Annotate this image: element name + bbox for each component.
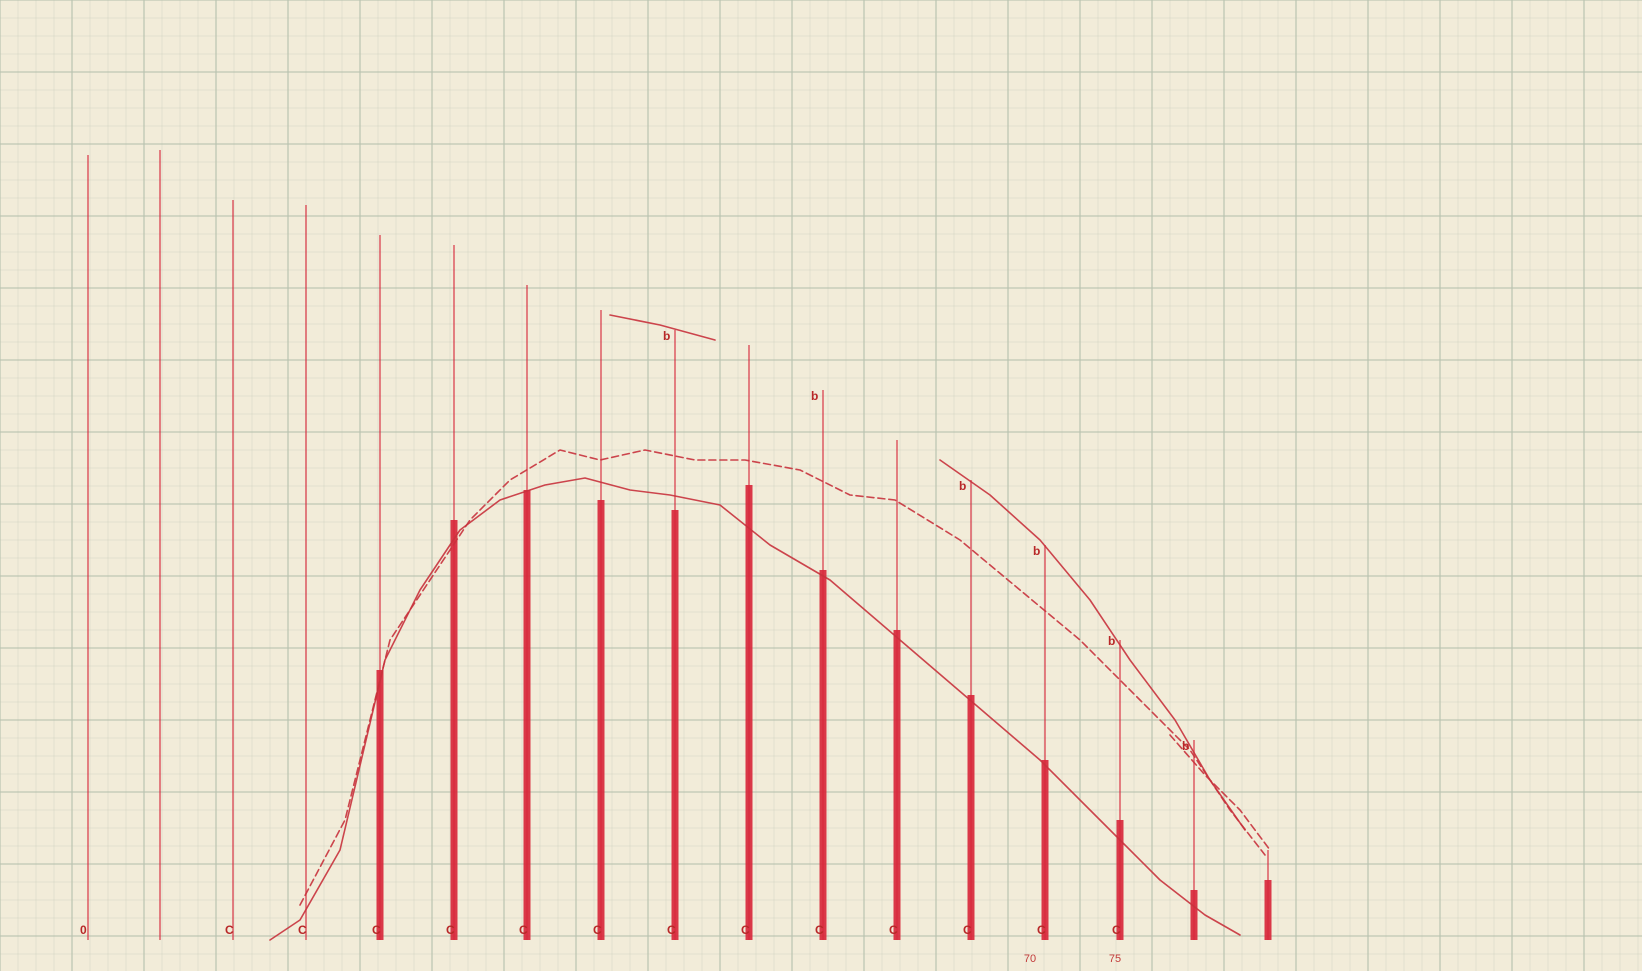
bar xyxy=(745,485,753,940)
bar-letter-label: 0 xyxy=(80,923,87,937)
bar-letter-label: C xyxy=(225,923,234,937)
bar xyxy=(671,510,679,940)
bar-marker-label: b xyxy=(663,329,670,343)
series-line xyxy=(1169,734,1271,851)
bar-marker-label: b xyxy=(1108,634,1115,648)
bar-marker-label: b xyxy=(811,389,818,403)
series-line xyxy=(299,449,1266,906)
bar xyxy=(376,670,384,940)
bar xyxy=(893,630,901,940)
x-tick-label: 70 xyxy=(1024,953,1036,965)
bar-letter-label: C xyxy=(298,923,307,937)
bars-layer: 0 C C C C C C C C C C C C C xyxy=(80,150,1272,940)
bar-letter-label: C xyxy=(667,923,676,937)
bar-marker-label: b xyxy=(959,479,966,493)
bar xyxy=(819,570,827,940)
bar-letter-label: C xyxy=(519,923,528,937)
bar-letter-label: C xyxy=(446,923,455,937)
bar xyxy=(967,695,975,940)
series-line xyxy=(939,459,1246,831)
bar xyxy=(1190,890,1198,940)
x-tick-labels: 70 75 xyxy=(1024,953,1121,965)
bar-letter-label: C xyxy=(593,923,602,937)
bar-letter-label: C xyxy=(741,923,750,937)
bar xyxy=(450,520,458,940)
bar-marker-label: b xyxy=(1033,544,1040,558)
bar xyxy=(1041,760,1049,940)
bar-letter-label: C xyxy=(1112,923,1121,937)
series-line xyxy=(269,477,1241,941)
bar-marker-label: b xyxy=(1182,739,1189,753)
bar-letter-label: C xyxy=(963,923,972,937)
bar xyxy=(1264,880,1272,940)
series-layer xyxy=(269,314,1271,941)
bar-letter-label: C xyxy=(815,923,824,937)
markers-layer: b b b b b b xyxy=(663,329,1189,753)
bar xyxy=(597,500,605,940)
bar-letter-label: C xyxy=(889,923,898,937)
bar xyxy=(523,490,531,940)
series-line xyxy=(609,314,716,341)
bar-letter-label: C xyxy=(372,923,381,937)
bar-letter-label: C xyxy=(1037,923,1046,937)
x-tick-label: 75 xyxy=(1109,953,1121,965)
bar xyxy=(1116,820,1124,940)
